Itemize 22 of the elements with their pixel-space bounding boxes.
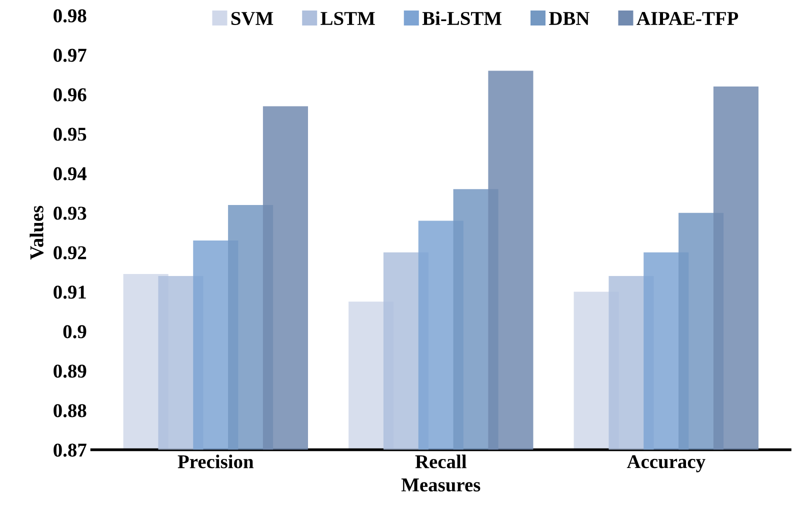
y-axis-title: Values xyxy=(30,206,44,260)
y-tick-label: 0.91 xyxy=(54,286,86,299)
y-tick-label: 0.93 xyxy=(54,206,86,220)
y-tick-label: 0.9 xyxy=(63,325,86,338)
x-tick-label: Precision xyxy=(178,454,254,468)
legend-label: SVM xyxy=(231,12,274,26)
legend-label: DBN xyxy=(549,12,590,25)
y-tick-label: 0.88 xyxy=(54,404,86,418)
legend-label: LSTM xyxy=(320,12,375,26)
y-tick-label: 0.97 xyxy=(54,48,86,62)
y-tick-label: 0.96 xyxy=(54,88,86,102)
x-tick-label: Recall xyxy=(415,454,466,468)
y-tick-label: 0.89 xyxy=(54,364,86,378)
legend-label: AIPAE-TFP xyxy=(636,12,738,25)
y-tick-label: 0.92 xyxy=(54,246,86,260)
y-tick-label: 0.95 xyxy=(54,128,86,141)
x-tick-label: Accuracy xyxy=(626,455,706,472)
legend-label: Bi-LSTM xyxy=(422,11,502,26)
y-tick-label: 0.98 xyxy=(54,9,86,22)
y-tick-label: 0.87 xyxy=(54,444,86,457)
y-tick-label: 0.94 xyxy=(54,167,87,180)
x-axis-title: Measures xyxy=(401,478,480,492)
